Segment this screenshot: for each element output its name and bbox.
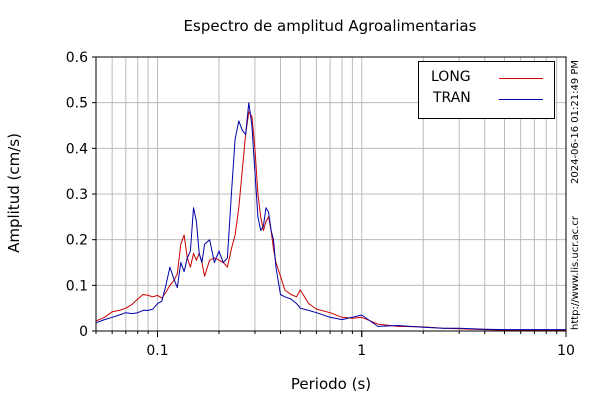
legend: LONG TRAN <box>418 61 555 119</box>
plot-frame <box>95 56 567 332</box>
legend-swatch-long <box>499 78 543 79</box>
timestamp-label: 2024-06-16 01:21:49 PM <box>570 59 581 184</box>
y-tick-label: 0.4 <box>66 141 88 157</box>
y-tick-label: 0.5 <box>66 96 88 112</box>
legend-label-tran: TRAN <box>433 90 471 106</box>
legend-item-tran: TRAN <box>419 89 554 109</box>
legend-item-long: LONG <box>419 68 554 88</box>
x-axis-label: Periodo (s) <box>290 375 372 393</box>
chart-title: Espectro de amplitud Agroalimentarias <box>183 17 477 35</box>
y-tick-label: 0.6 <box>66 50 88 66</box>
series-line-tran <box>95 102 566 331</box>
source-url-label: http://www.lis.ucr.ac.cr <box>570 216 581 330</box>
legend-swatch-tran <box>499 99 543 100</box>
series-line-long <box>95 111 566 331</box>
y-tick-label: 0.2 <box>66 233 88 249</box>
legend-label-long: LONG <box>431 69 471 85</box>
series-group <box>95 102 566 331</box>
y-axis-label: Amplitud (cm/s) <box>5 133 23 253</box>
y-tick-label: 0.1 <box>66 278 88 294</box>
x-tick-label: 0.1 <box>146 343 168 359</box>
tick-marks: 0 0.1 0.2 0.3 0.4 0.5 0.6 0.1 1 10 <box>66 50 575 359</box>
x-tick-label: 10 <box>557 343 575 359</box>
x-tick-label: 1 <box>357 343 366 359</box>
y-tick-label: 0.3 <box>66 187 88 203</box>
y-tick-label: 0 <box>79 324 88 340</box>
